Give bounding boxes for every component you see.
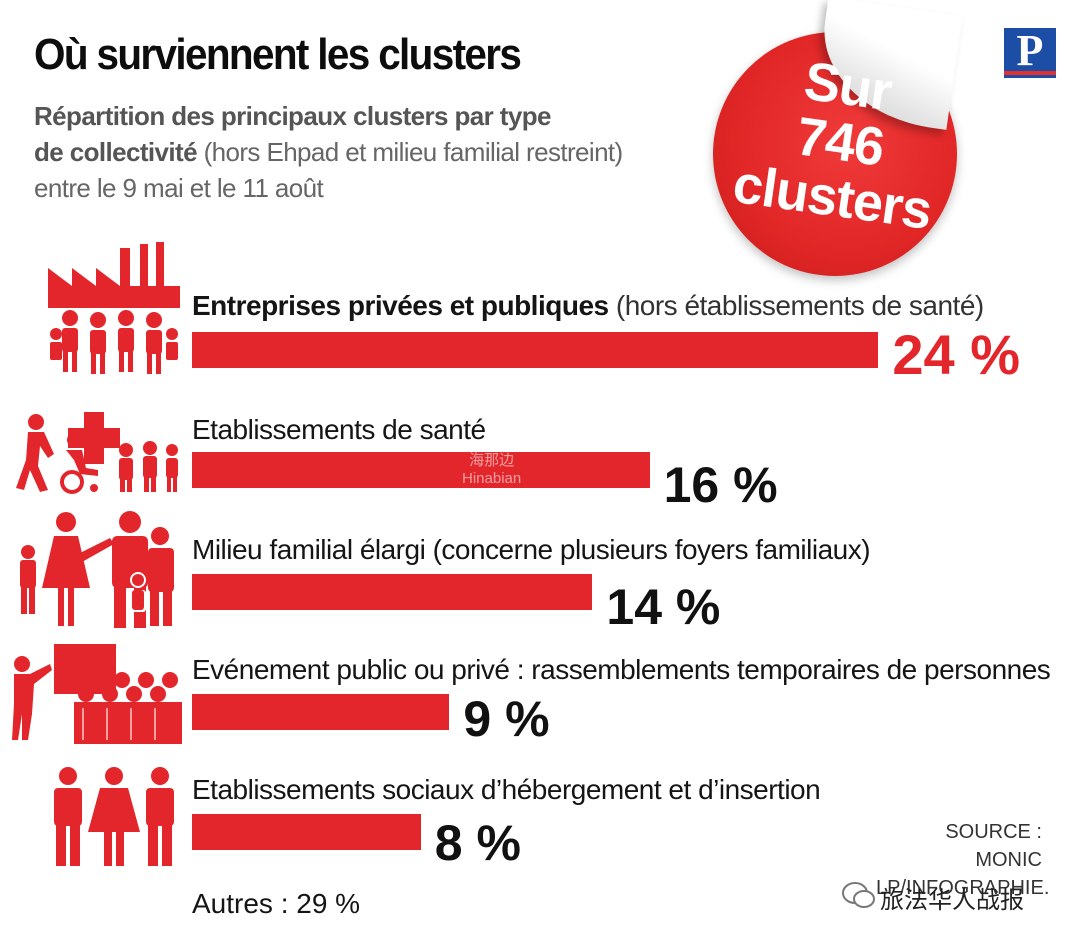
factory-workers-icon [48, 242, 180, 374]
row-label-main: Etablissements sociaux d’hébergement et … [192, 774, 821, 805]
watermark-en: Hinabian [462, 470, 522, 487]
subtitle-line3: entre le 9 mai et le 11 août [34, 173, 324, 203]
subtitle-line1: Répartition des principaux clusters par … [34, 101, 551, 131]
watermark-cn: 海那边 [469, 452, 515, 469]
pct-label: 16 % [663, 457, 778, 513]
row-label-main: Milieu familial élargi (concerne plusieu… [192, 534, 871, 565]
subtitle-line2-bold: de collectivité [34, 137, 198, 167]
subtitle-line2-rest: (hors Ehpad et milieu familial restreint… [196, 137, 624, 167]
bar [192, 814, 421, 850]
bar [192, 452, 650, 488]
family-icon [20, 511, 174, 628]
row-label: Evénement public ou privé : rassemblemen… [192, 654, 1051, 686]
row-label: Milieu familial élargi (concerne plusieu… [192, 534, 871, 566]
chart-title: Où surviennent les clusters [34, 30, 522, 79]
source-line1: SOURCE : MONIC [945, 821, 1042, 871]
row-label: Entreprises privées et publiques (hors é… [192, 290, 984, 322]
audience-presentation-icon [12, 644, 182, 744]
bar [192, 694, 450, 730]
people-group-icon [54, 767, 174, 866]
wechat-icon [842, 882, 875, 908]
source-line2: LP/INFOGRAPHIE. [876, 877, 1050, 899]
source-credit: SOURCE : MONIC LP/INFOGRAPHIE. [876, 818, 1049, 902]
pct-label: 14 % [606, 579, 721, 635]
wechat-account-name: 旅法华人战报 [880, 887, 1024, 914]
row-label-main: Etablissements de santé [192, 414, 486, 445]
row-label-note: (hors établissements de santé) [608, 290, 984, 321]
pct-label: 24 % [892, 323, 1021, 386]
row-label-main: Entreprises privées et publiques [192, 290, 609, 321]
row-label: Etablissements de santé [192, 414, 486, 446]
pct-label: 9 % [463, 691, 550, 747]
autres-label: Autres : 29 % [192, 888, 361, 919]
bar [192, 332, 879, 368]
chart-subtitle: Répartition des principaux clusters par … [34, 98, 623, 206]
row-label: Etablissements sociaux d’hébergement et … [192, 774, 821, 806]
pct-label: 8 % [434, 815, 521, 871]
badge-text: Sur 746 clusters [729, 45, 950, 241]
row-label-main: Evénement public ou privé : rassemblemen… [192, 654, 1051, 685]
le-parisien-logo: P [1004, 28, 1056, 78]
bar [192, 574, 593, 610]
healthcare-icon [16, 412, 178, 494]
hinabian-watermark: 海那边 Hinabian [462, 452, 521, 488]
